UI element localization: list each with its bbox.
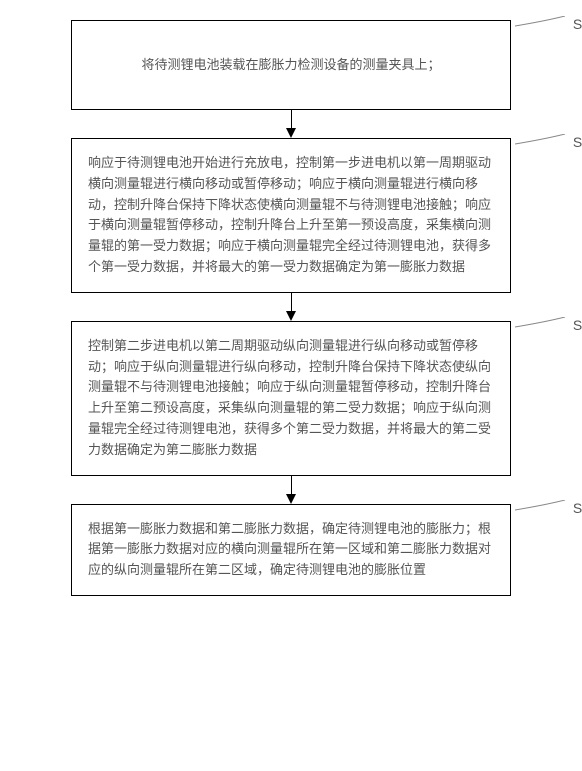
step-s3-box: S3 控制第二步进电机以第二周期驱动纵向测量辊进行纵向移动或暂停移动；响应于纵向… xyxy=(71,321,511,476)
label-connector-s3 xyxy=(515,317,570,372)
arrow-head-icon xyxy=(286,128,296,138)
arrow-s3-s4 xyxy=(286,476,296,504)
step-text-s2: 响应于待测锂电池开始进行充放电，控制第一步进电机以第一周期驱动横向测量辊进行横向… xyxy=(88,155,491,274)
step-s4-box: S4 根据第一膨胀力数据和第二膨胀力数据，确定待测锂电池的膨胀力；根据第一膨胀力… xyxy=(71,504,511,596)
step-s2-box: S2 响应于待测锂电池开始进行充放电，控制第一步进电机以第一周期驱动横向测量辊进… xyxy=(71,138,511,293)
flowchart-container: S1 将待测锂电池装载在膨胀力检测设备的测量夹具上； S2 响应于待测锂电池开始… xyxy=(30,20,552,596)
arrow-head-icon xyxy=(286,494,296,504)
step-text-s4: 根据第一膨胀力数据和第二膨胀力数据，确定待测锂电池的膨胀力；根据第一膨胀力数据对… xyxy=(88,521,491,578)
arrow-s2-s3 xyxy=(286,293,296,321)
step-text-s3: 控制第二步进电机以第二周期驱动纵向测量辊进行纵向移动或暂停移动；响应于纵向测量辊… xyxy=(88,338,491,457)
step-s1-box: S1 将待测锂电池装载在膨胀力检测设备的测量夹具上； xyxy=(71,20,511,110)
arrow-line xyxy=(291,293,292,311)
label-connector-s4 xyxy=(515,500,570,555)
step-label-s4: S4 xyxy=(573,497,582,519)
arrow-s1-s2 xyxy=(286,110,296,138)
step-text-s1: 将待测锂电池装载在膨胀力检测设备的测量夹具上； xyxy=(141,55,440,76)
label-connector-s2 xyxy=(515,134,570,189)
arrow-head-icon xyxy=(286,311,296,321)
step-label-s2: S2 xyxy=(573,131,582,153)
label-connector-s1 xyxy=(515,16,570,71)
step-label-s1: S1 xyxy=(573,13,582,35)
arrow-line xyxy=(291,110,292,128)
step-label-s3: S3 xyxy=(573,314,582,336)
arrow-line xyxy=(291,476,292,494)
